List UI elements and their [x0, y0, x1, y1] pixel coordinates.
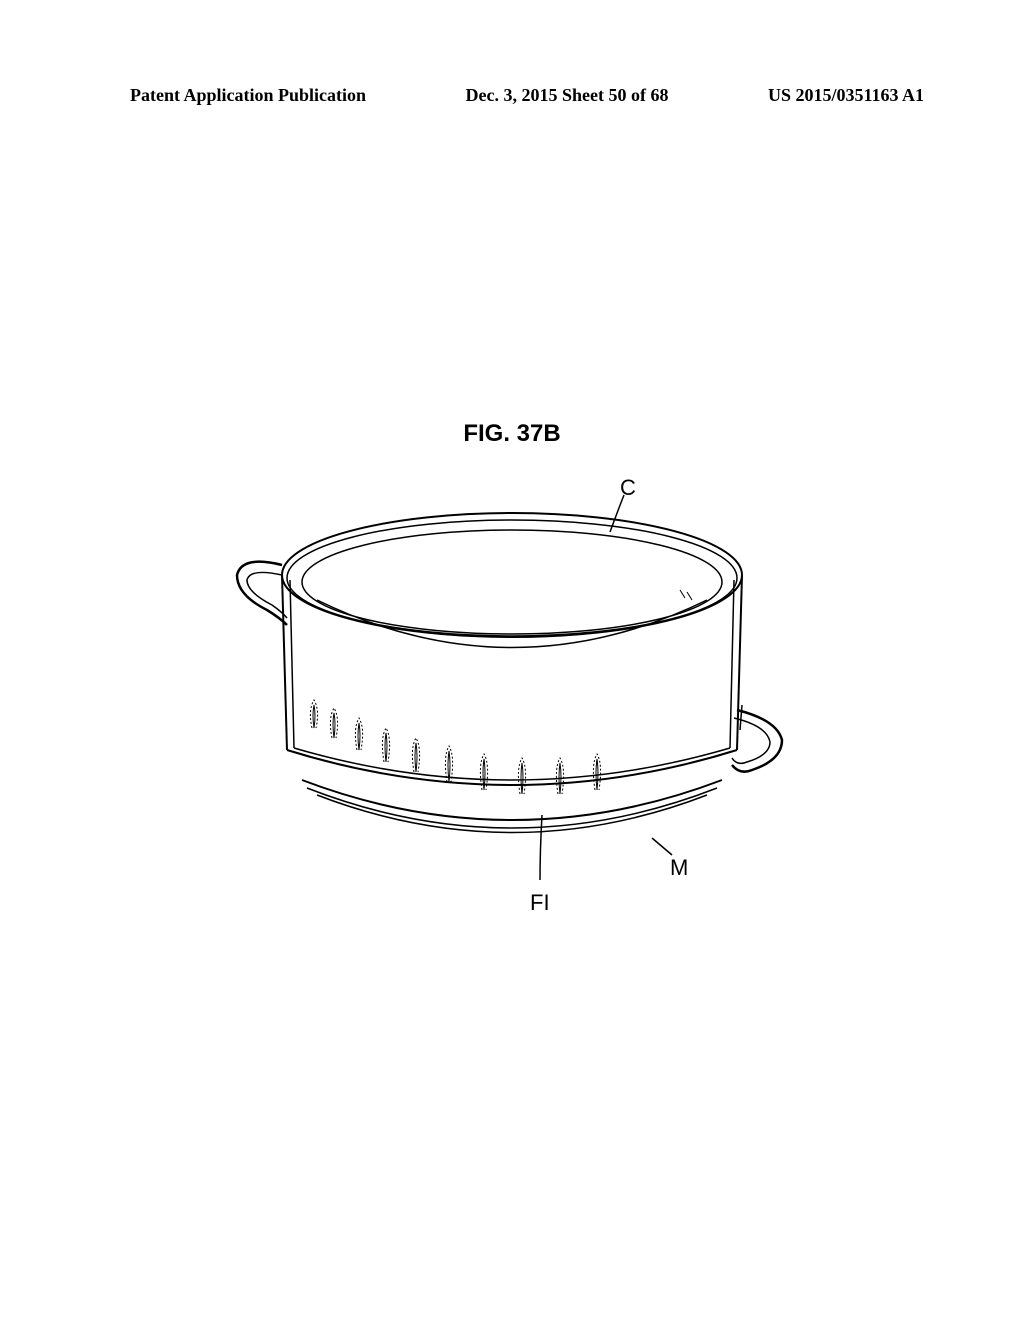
- flames: [310, 700, 600, 794]
- callout-c: C: [620, 475, 636, 501]
- figure-label: FIG. 37B: [463, 420, 560, 448]
- page-header: Patent Application Publication Dec. 3, 2…: [130, 85, 924, 106]
- pot-drawing-svg: [232, 470, 792, 890]
- callout-fi: FI: [530, 890, 550, 916]
- callout-m: M: [670, 855, 688, 881]
- publication-type: Patent Application Publication: [130, 85, 366, 106]
- date-sheet: Dec. 3, 2015 Sheet 50 of 68: [466, 85, 669, 106]
- patent-drawing: [232, 470, 792, 890]
- publication-number: US 2015/0351163 A1: [768, 85, 924, 106]
